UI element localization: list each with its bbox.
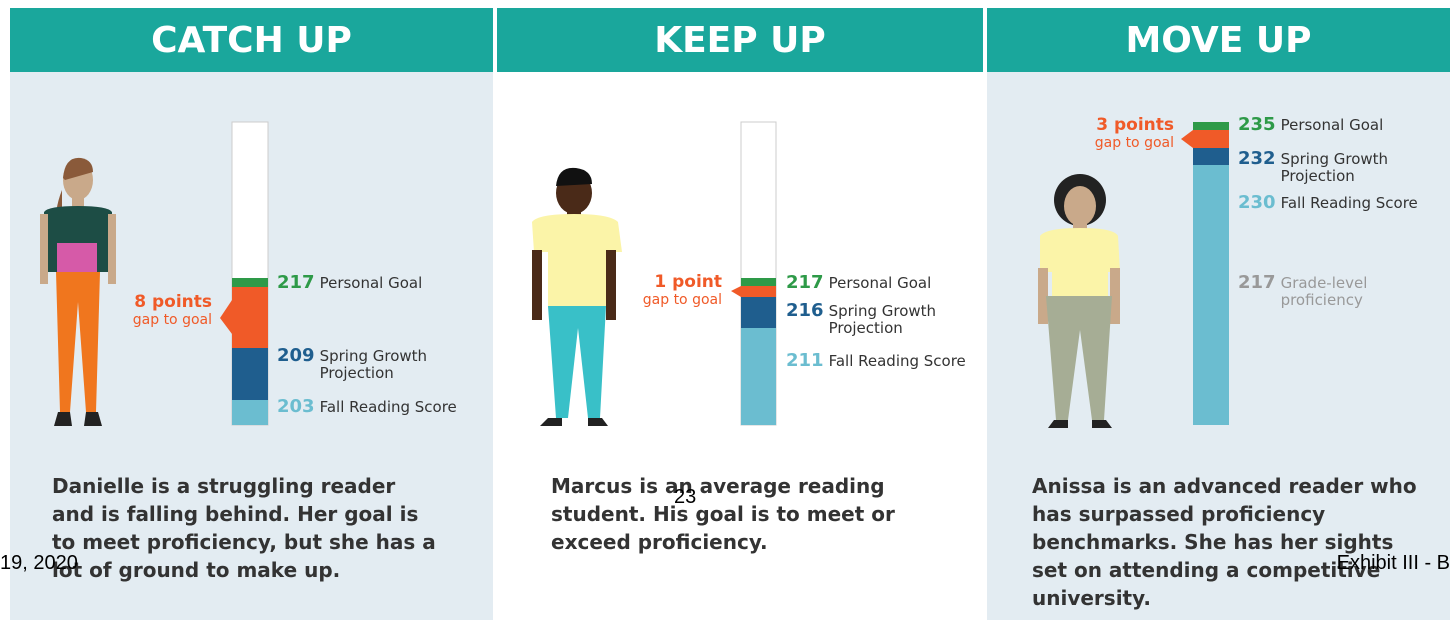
person-illustration <box>1038 174 1120 428</box>
score-label: Fall Reading Score <box>829 352 966 370</box>
score-value: 211 <box>786 350 824 371</box>
score: 211 Fall Reading Score <box>786 352 966 370</box>
person-illustration <box>40 158 116 426</box>
gap-label: 3 points gap to goal <box>1062 116 1174 152</box>
score-label: Personal Goal <box>829 274 932 292</box>
score-value: 217 <box>1238 272 1276 293</box>
score: 230 Fall Reading Score <box>1238 194 1418 212</box>
gap-label: 1 point gap to goal <box>610 273 722 309</box>
footer-date: 19, 2020 <box>0 552 78 575</box>
gap-text: gap to goal <box>100 311 212 329</box>
score-label: Spring Growth Projection <box>320 347 440 382</box>
gap-label: 8 points gap to goal <box>100 293 212 329</box>
score-label: Spring Growth Projection <box>829 302 949 337</box>
score: 203 Fall Reading Score <box>277 398 457 416</box>
score-value: 217 <box>786 272 824 293</box>
score: 235 Personal Goal <box>1238 116 1383 134</box>
score: 217 Personal Goal <box>786 274 931 292</box>
gap-text: gap to goal <box>610 291 722 309</box>
score-value: 203 <box>277 396 315 417</box>
score-label: Grade-level proficiency <box>1281 274 1381 309</box>
score-label: Personal Goal <box>320 274 423 292</box>
score: 217 Personal Goal <box>277 274 422 292</box>
score-value: 232 <box>1238 148 1276 169</box>
score-label: Fall Reading Score <box>320 398 457 416</box>
score-value: 235 <box>1238 114 1276 135</box>
description: Anissa is an advanced reader who has sur… <box>1032 472 1417 612</box>
progress-bar <box>1181 122 1229 425</box>
person-illustration <box>532 168 622 426</box>
gap-text: gap to goal <box>1062 134 1174 152</box>
gap-amount: 8 points <box>100 293 212 311</box>
description: Marcus is an average reading student. Hi… <box>551 472 921 556</box>
progress-bar <box>220 122 268 425</box>
page: CATCH UP KEEP UP MOVE UP <box>0 0 1450 620</box>
score-label: Fall Reading Score <box>1281 194 1418 212</box>
page-number: 23 <box>674 486 696 509</box>
gap-amount: 1 point <box>610 273 722 291</box>
score-value: 209 <box>277 345 315 366</box>
score-value: 217 <box>277 272 315 293</box>
gap-amount: 3 points <box>1062 116 1174 134</box>
exhibit-label: Exhibit III - B <box>1337 552 1450 575</box>
score-value: 230 <box>1238 192 1276 213</box>
progress-bar <box>731 122 776 425</box>
score-label: Personal Goal <box>1281 116 1384 134</box>
score-value: 216 <box>786 300 824 321</box>
score-label: Spring Growth Projection <box>1281 150 1401 185</box>
description: Danielle is a struggling reader and is f… <box>52 472 442 584</box>
